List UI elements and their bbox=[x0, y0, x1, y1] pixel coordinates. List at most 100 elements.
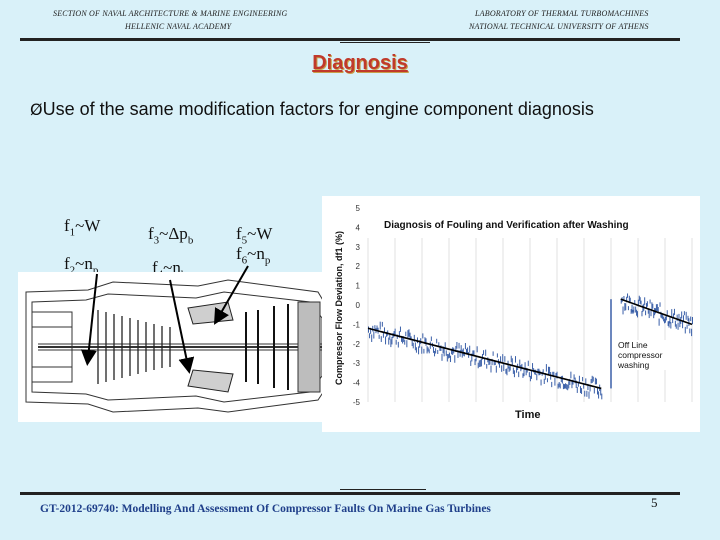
chart-point bbox=[595, 378, 597, 385]
chart-trend-line bbox=[367, 327, 602, 390]
chart-point bbox=[390, 339, 392, 348]
chart-point bbox=[409, 332, 411, 340]
chart-point bbox=[435, 348, 437, 354]
chart-point bbox=[668, 321, 670, 328]
chart-y-tick-label: -3 bbox=[353, 359, 361, 368]
chart-point bbox=[526, 368, 528, 373]
chart-point bbox=[434, 350, 436, 357]
chart-point bbox=[418, 346, 420, 355]
chart-point bbox=[543, 378, 545, 385]
chart-point bbox=[555, 372, 557, 378]
chart-point bbox=[514, 356, 516, 363]
chart-point bbox=[388, 337, 390, 345]
chart-point bbox=[559, 383, 561, 389]
chart-point bbox=[545, 364, 547, 372]
chart-point bbox=[382, 331, 384, 338]
chart-point bbox=[661, 313, 663, 319]
chart-point bbox=[439, 346, 441, 351]
chart-point bbox=[457, 350, 459, 358]
arrow-f6 bbox=[214, 265, 249, 325]
chart-point bbox=[519, 359, 521, 367]
chart-point bbox=[437, 349, 439, 354]
chart-point bbox=[472, 350, 474, 356]
chart-point bbox=[585, 378, 587, 384]
chart-y-tick-label: -5 bbox=[353, 398, 361, 407]
chart-point bbox=[425, 338, 427, 346]
chart-point bbox=[592, 376, 594, 382]
chart-point bbox=[540, 379, 542, 386]
chart-point bbox=[584, 390, 586, 397]
chart-point bbox=[495, 365, 497, 373]
chart-point bbox=[652, 303, 654, 309]
chart-point bbox=[374, 325, 376, 330]
chart-point bbox=[445, 350, 447, 356]
chart-point bbox=[651, 302, 653, 311]
chart-point bbox=[669, 317, 671, 324]
chart-point bbox=[490, 365, 492, 373]
chart-y-tick-label: 5 bbox=[356, 204, 361, 213]
factor-f3: f3~Δpb bbox=[148, 224, 194, 247]
chart-point bbox=[477, 362, 479, 369]
chart-point bbox=[429, 341, 431, 349]
chart-y-tick-label: -1 bbox=[353, 320, 361, 329]
chart-point bbox=[397, 341, 399, 348]
chart-point bbox=[625, 303, 627, 311]
chart-point bbox=[376, 325, 378, 331]
chart-point bbox=[537, 368, 539, 374]
chart-point bbox=[560, 376, 562, 383]
chart-point bbox=[368, 326, 369, 333]
chart-point bbox=[428, 349, 430, 354]
chart-point bbox=[369, 333, 371, 339]
chart-point bbox=[488, 359, 490, 366]
chart-point bbox=[562, 383, 564, 390]
chart-point bbox=[572, 379, 574, 385]
chart-point bbox=[371, 334, 373, 342]
chart-point bbox=[690, 316, 692, 322]
chart-point bbox=[522, 373, 524, 378]
chart-point bbox=[646, 301, 648, 307]
chart-point bbox=[679, 320, 681, 328]
chart-point bbox=[682, 320, 684, 329]
chart-point bbox=[424, 337, 426, 345]
chart-point bbox=[502, 354, 504, 362]
chart-point bbox=[673, 313, 675, 318]
chart-point bbox=[402, 336, 404, 344]
chart-point bbox=[426, 346, 428, 354]
chart-point bbox=[568, 381, 570, 389]
chart-point bbox=[594, 377, 596, 385]
chart-point bbox=[549, 366, 551, 374]
chart-point bbox=[583, 383, 585, 389]
chart-point bbox=[396, 334, 398, 339]
header-right-line2: NATIONAL TECHNICAL UNIVERSITY OF ATHENS bbox=[469, 22, 649, 31]
chart-point bbox=[588, 391, 590, 399]
chart-point bbox=[443, 348, 445, 357]
chart-point bbox=[649, 299, 651, 304]
chart-point bbox=[645, 310, 647, 316]
chart-point bbox=[511, 358, 513, 366]
chart-point bbox=[474, 358, 476, 366]
chart-point bbox=[422, 333, 424, 339]
chart-point bbox=[404, 339, 406, 345]
bullet-text: Use of the same modification factors for… bbox=[42, 99, 594, 119]
chart-point bbox=[452, 347, 454, 355]
chart-point bbox=[403, 336, 405, 342]
chart-point bbox=[508, 366, 510, 372]
chart-point bbox=[407, 330, 409, 339]
chart-y-tick-label: -4 bbox=[353, 379, 361, 388]
chart-background bbox=[322, 196, 700, 432]
chart-point bbox=[393, 331, 395, 337]
chart-point bbox=[423, 348, 425, 354]
chart-point bbox=[521, 363, 523, 370]
chart-point bbox=[509, 365, 511, 371]
chart-grid bbox=[367, 238, 693, 402]
chart-point bbox=[524, 362, 526, 370]
chart-point bbox=[569, 378, 571, 385]
chart-point bbox=[662, 314, 664, 320]
chart-point bbox=[558, 382, 560, 388]
factor-f1: f1~W bbox=[64, 216, 101, 239]
fouling-diagnosis-chart: 5 4 3 2 1 0 -1 -2 -3 -4 -5 Diagnosis of Fouling an… bbox=[322, 196, 700, 432]
chart-point bbox=[478, 360, 480, 367]
chart-point bbox=[575, 380, 577, 388]
header-left-line2: HELLENIC NAVAL ACADEMY bbox=[125, 22, 232, 31]
chart-point bbox=[455, 345, 457, 352]
